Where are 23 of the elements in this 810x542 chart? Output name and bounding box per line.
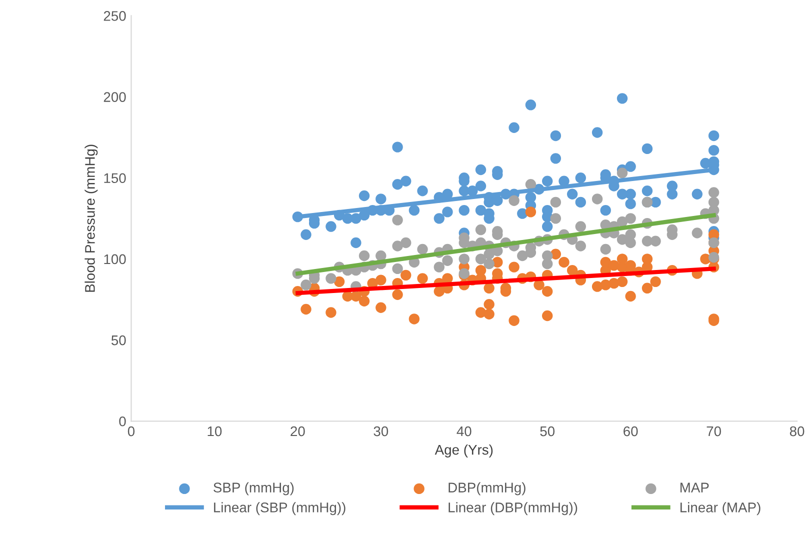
x-tick-label: 80 bbox=[790, 426, 804, 436]
legend-label: Linear (DBP(mmHg)) bbox=[448, 502, 578, 516]
x-tick-label: 10 bbox=[208, 426, 222, 436]
x-tick-label: 70 bbox=[706, 426, 721, 436]
x-axis-title: Age (Yrs) bbox=[434, 444, 493, 458]
x-tick-label: 0 bbox=[128, 426, 135, 436]
y-tick-label: 200 bbox=[104, 92, 126, 102]
y-tick-label: 50 bbox=[111, 335, 126, 346]
legend-label: Linear (MAP) bbox=[680, 502, 760, 516]
x-tick-label: 20 bbox=[290, 426, 305, 436]
legend-label: SBP (mmHg) bbox=[214, 482, 294, 496]
y-axis-title: Blood Pressure (mmHg) bbox=[84, 144, 98, 292]
x-tick-label: 40 bbox=[456, 426, 472, 436]
y-tick-label: 100 bbox=[104, 254, 126, 264]
y-tick-label: 0 bbox=[119, 416, 126, 426]
legend-label: Linear (SBP (mmHg)) bbox=[214, 502, 346, 516]
legend-label: MAP bbox=[680, 482, 709, 492]
x-tick-label: 50 bbox=[540, 426, 555, 436]
legend-label: DBP(mmHg) bbox=[448, 482, 526, 496]
x-tick-label: 30 bbox=[374, 426, 388, 436]
x-tick-label: 60 bbox=[624, 426, 638, 436]
y-tick-label: 250 bbox=[104, 11, 126, 21]
y-tick-label: 150 bbox=[104, 173, 126, 184]
